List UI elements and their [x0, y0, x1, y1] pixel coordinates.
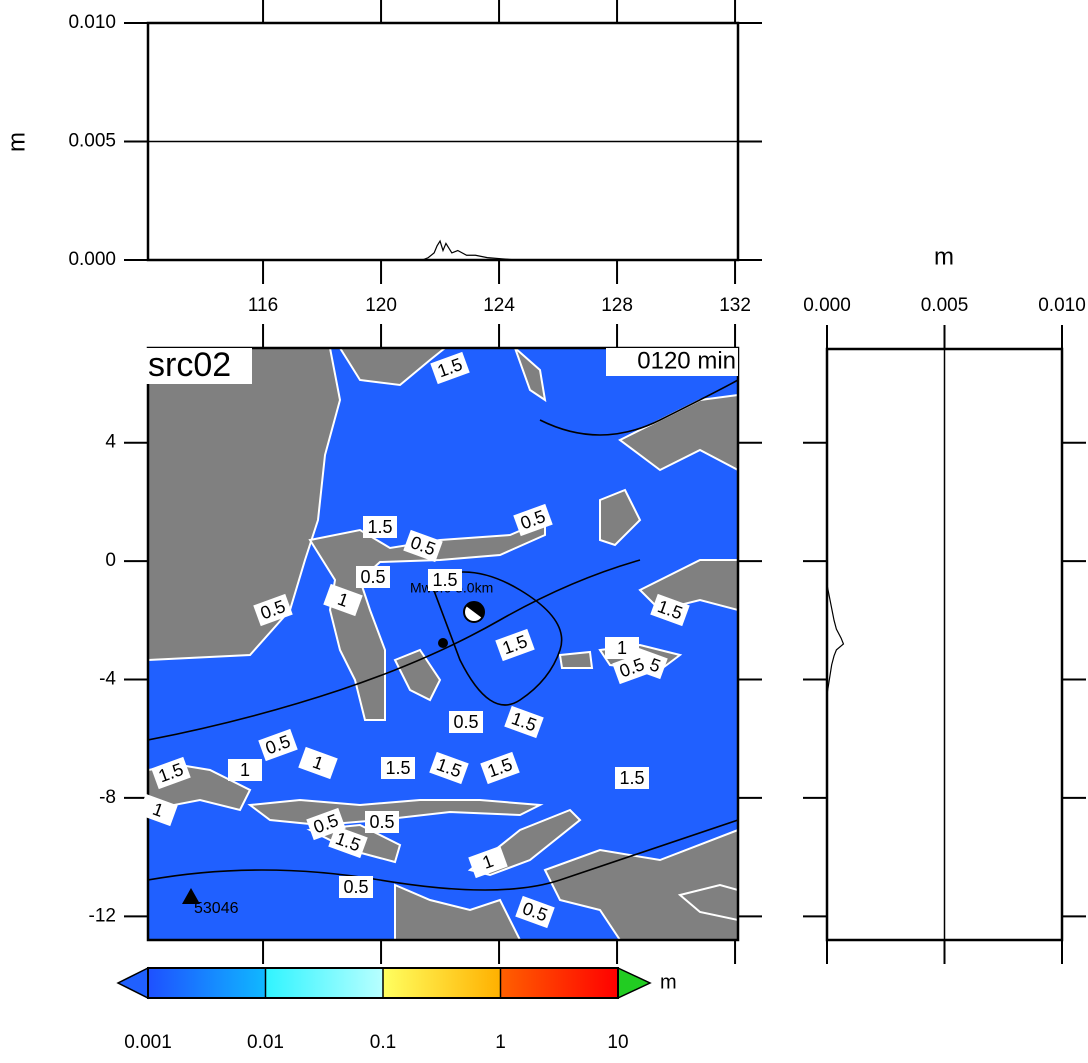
colorbar-tick-label: 1 — [495, 1032, 506, 1053]
contour-label-box — [612, 651, 652, 685]
contour-label-box — [605, 637, 639, 659]
x-tick-label: 0.000 — [803, 295, 851, 316]
contour-label-box — [515, 895, 555, 929]
contour-label-box — [429, 751, 469, 785]
station-label: 53046 — [194, 900, 239, 917]
station-marker — [182, 888, 200, 904]
y-tick-label: -8 — [99, 787, 116, 808]
colorbar-over — [617, 966, 652, 1000]
contour-label: 1.5 — [428, 569, 462, 591]
x-axis-label: m — [934, 243, 954, 270]
contour-label-box — [480, 751, 520, 785]
x-tick-label: 116 — [248, 295, 278, 316]
colorbar-unit: m — [660, 971, 677, 993]
contour-label-box — [258, 728, 298, 762]
y-tick-label: -12 — [89, 905, 116, 926]
contour-label-text: 1.5 — [385, 758, 410, 778]
y-tick-label: 0 — [105, 550, 116, 571]
x-tick-label: 120 — [365, 295, 397, 316]
colorbar-under — [116, 966, 149, 1000]
contour-lines — [148, 379, 738, 891]
map-title: src02 — [148, 346, 231, 384]
map-body — [148, 348, 738, 940]
contour-label: 0.5 — [339, 876, 373, 898]
contour-label: 1 — [323, 583, 363, 617]
contour-label: 1 — [138, 793, 178, 827]
profile-line — [826, 584, 845, 695]
y-tick-label: -4 — [99, 669, 116, 690]
contour-label-box — [339, 876, 373, 898]
contour-label: 1.5 — [381, 757, 415, 779]
contour-label-box — [495, 628, 535, 662]
y-tick-label: 4 — [105, 432, 116, 453]
contour-label: 1.5 — [363, 516, 397, 538]
contour-label-text: 0.5 — [369, 812, 394, 832]
contour-label-box — [328, 825, 368, 859]
map-frame — [146, 346, 740, 942]
contour-label: 0.5 — [356, 566, 390, 588]
contour-label-box — [365, 811, 399, 833]
y-tick-label: 0.000 — [68, 249, 116, 270]
x-tick-label: 124 — [483, 295, 515, 316]
contour-label-text: 1 — [240, 760, 250, 780]
x-tick-label: 128 — [601, 295, 633, 316]
contour-label-text: 0.5 — [453, 712, 478, 732]
contour-label-box — [403, 529, 443, 563]
contour-label-text: 0.5 — [360, 567, 385, 587]
y-tick-label: 0.010 — [68, 12, 116, 33]
y-tick-label: 0.005 — [68, 131, 116, 152]
contour-label-box — [138, 793, 178, 827]
contour-label-box — [381, 757, 415, 779]
contour-label-box — [513, 503, 553, 537]
time-box — [606, 348, 738, 376]
contour-label-box — [356, 566, 390, 588]
contour-label-text: 1.5 — [619, 768, 644, 788]
contour-label-text: 1 — [617, 638, 627, 658]
contour-label-box — [363, 516, 397, 538]
colorbar-segment — [148, 968, 266, 998]
title-box — [144, 348, 252, 384]
colorbar-segment — [383, 968, 501, 998]
colorbar-segment — [500, 968, 618, 998]
contour-label: 1 — [228, 759, 262, 781]
contour-label: 0.5 — [449, 711, 483, 733]
contour-label-box — [650, 593, 690, 627]
contour-label: 1.5 — [615, 767, 649, 789]
contour-label-box — [449, 711, 483, 733]
contour-label: 0.5 — [365, 811, 399, 833]
contour-label-box — [228, 759, 262, 781]
contour-label-text: 1.5 — [367, 517, 392, 537]
contour-label-box — [428, 569, 462, 591]
contour-label-box — [430, 351, 470, 385]
contour-label: 1 — [298, 746, 338, 780]
colorbar-tick-label: 0.1 — [370, 1032, 396, 1053]
colorbar-tick-label: 0.01 — [247, 1032, 284, 1053]
contour-label-box — [253, 593, 293, 627]
contour-label-box — [151, 756, 191, 790]
colorbar-tick-label: 10 — [607, 1032, 628, 1053]
x-tick-label: 0.005 — [921, 295, 969, 316]
colorbar-tick-label: 0.001 — [124, 1032, 172, 1053]
profile-line — [422, 239, 517, 261]
contour-label-box — [504, 705, 544, 739]
contour-label-box — [298, 746, 338, 780]
contour-label-text: 1.5 — [432, 570, 457, 590]
x-tick-label: 0.010 — [1038, 295, 1086, 316]
contour-label-box — [323, 583, 363, 617]
contour-label: 1 — [605, 637, 639, 659]
epicenter — [438, 638, 448, 648]
contour-label-text: 0.5 — [343, 877, 368, 897]
contour-label-box — [615, 767, 649, 789]
time-label: 0120 min — [637, 347, 736, 374]
x-tick-label: 132 — [719, 295, 751, 316]
colorbar-segment — [265, 968, 383, 998]
y-axis-label: m — [3, 132, 30, 152]
focal-mechanism-quadrant — [466, 602, 484, 618]
contour-label-box — [468, 845, 508, 879]
contour-label: 1 — [468, 845, 508, 879]
